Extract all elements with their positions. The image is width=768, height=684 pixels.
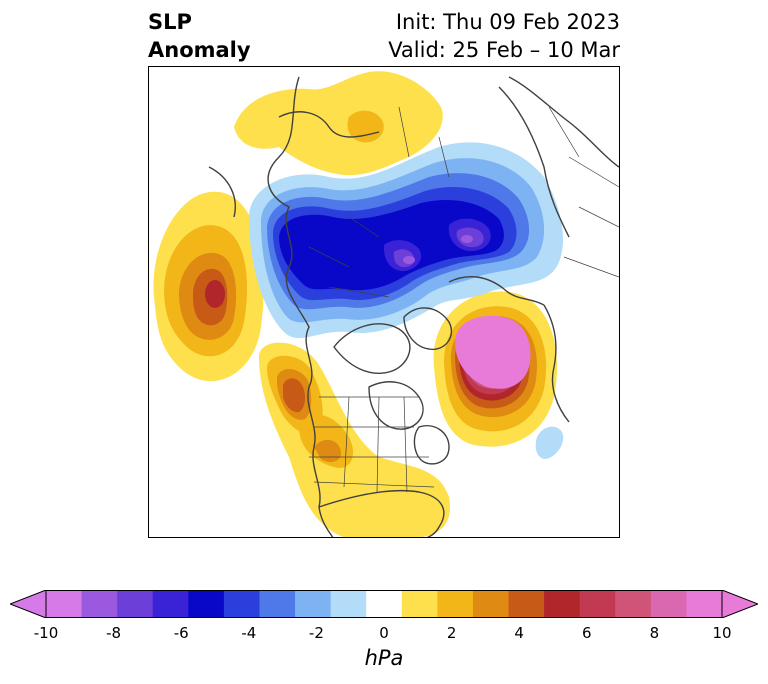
colorbar-segment: [46, 590, 83, 618]
colorbar-segment: [508, 590, 545, 618]
colorbar-segment: [401, 590, 438, 618]
europe-high-anomaly: [234, 71, 443, 176]
title-anomaly: Anomaly: [148, 38, 251, 62]
colorbar-svg: [8, 589, 760, 619]
colorbar-tick-label: -8: [106, 624, 122, 642]
colorbar-tick-label: 8: [649, 624, 660, 642]
map-title: SLP Anomaly: [148, 8, 251, 64]
pacific-high-anomaly: [153, 191, 264, 382]
colorbar-tick-label: 4: [514, 624, 524, 642]
colorbar-segment: [686, 590, 723, 618]
colorbar-segment: [650, 590, 687, 618]
colorbar: [8, 589, 760, 619]
colorbar-tick-label: 2: [446, 624, 457, 642]
colorbar-tick-label: 6: [582, 624, 592, 642]
colorbar-segment: [544, 590, 581, 618]
colorbar-extend-max: [721, 589, 760, 619]
colorbar-segment: [152, 590, 189, 618]
colorbar-segment: [437, 590, 474, 618]
date-info: Init: Thu 09 Feb 2023 Valid: 25 Feb – 10…: [388, 8, 620, 64]
coastlines: [208, 76, 619, 537]
west-coast-high-anomaly: [259, 342, 450, 537]
colorbar-segment: [366, 590, 403, 618]
colorbar-segment: [295, 590, 332, 618]
valid-range: Valid: 25 Feb – 10 Mar: [388, 38, 620, 62]
colorbar-extend-min: [8, 589, 47, 619]
colorbar-segment: [472, 590, 510, 618]
map-svg: [153, 71, 619, 537]
colorbar-segment: [117, 590, 154, 618]
colorbar-segment: [81, 590, 118, 618]
colorbar-tick-label: 10: [712, 624, 732, 642]
colorbar-segment: [188, 590, 225, 618]
political-borders: [308, 106, 619, 493]
title-slp: SLP: [148, 10, 192, 34]
map-panel: [148, 66, 620, 538]
colorbar-tick-label: -4: [241, 624, 257, 642]
colorbar-tick-label: -10: [33, 624, 59, 642]
colorbar-unit-label: hPa: [364, 646, 404, 670]
init-date: Init: Thu 09 Feb 2023: [395, 10, 620, 34]
colorbar-segment: [330, 590, 367, 618]
colorbar-segment: [259, 590, 296, 618]
colorbar-tick-label: -2: [308, 624, 324, 642]
colorbar-segment: [615, 590, 652, 618]
colorbar-tick-label: 0: [379, 624, 389, 642]
small-low-anomaly: [535, 426, 564, 459]
colorbar-segment: [579, 590, 616, 618]
colorbar-tick-label: -6: [173, 624, 189, 642]
colorbar-segment: [223, 590, 260, 618]
arctic-low-anomaly: [249, 142, 564, 339]
atlantic-high-anomaly: [433, 291, 557, 447]
colorbar-border: [45, 590, 723, 618]
